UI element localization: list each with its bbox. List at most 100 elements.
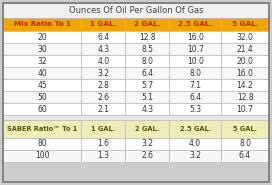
Bar <box>125 120 169 138</box>
Bar <box>82 79 125 91</box>
Bar <box>82 91 125 103</box>
Text: 5.3: 5.3 <box>189 105 201 114</box>
Bar <box>221 67 269 79</box>
Bar <box>3 120 82 138</box>
Text: 1.3: 1.3 <box>97 152 109 161</box>
Bar <box>221 103 269 115</box>
Text: 100: 100 <box>35 152 50 161</box>
Text: Ounces Of Oil Per Gallon Of Gas: Ounces Of Oil Per Gallon Of Gas <box>69 6 203 15</box>
Text: 6.4: 6.4 <box>189 92 201 102</box>
Bar <box>3 103 82 115</box>
Text: 3.2: 3.2 <box>189 152 201 161</box>
Text: 5.1: 5.1 <box>141 92 153 102</box>
Bar <box>3 79 82 91</box>
Text: 32: 32 <box>38 56 47 65</box>
Text: 21.4: 21.4 <box>237 45 254 53</box>
Bar <box>125 79 169 91</box>
Text: 30: 30 <box>37 45 47 53</box>
Text: 7.1: 7.1 <box>189 80 201 90</box>
Bar <box>221 55 269 67</box>
Bar <box>169 120 221 138</box>
Text: 4.0: 4.0 <box>189 139 201 149</box>
Bar <box>3 43 82 55</box>
Text: 32.0: 32.0 <box>237 33 254 41</box>
Text: 2 GAL.: 2 GAL. <box>134 21 160 28</box>
Bar <box>82 150 125 162</box>
Bar <box>169 150 221 162</box>
Bar <box>82 55 125 67</box>
Bar <box>125 150 169 162</box>
Text: 2 GAL.: 2 GAL. <box>135 126 159 132</box>
Text: 1.6: 1.6 <box>97 139 109 149</box>
Bar <box>82 67 125 79</box>
Text: 2.6: 2.6 <box>141 152 153 161</box>
Bar <box>221 120 269 138</box>
Text: 4.0: 4.0 <box>97 56 109 65</box>
Bar <box>3 115 269 120</box>
Bar <box>3 55 82 67</box>
Bar <box>221 150 269 162</box>
Text: Mix Ratio To 1: Mix Ratio To 1 <box>14 21 71 28</box>
Bar <box>3 138 82 150</box>
Bar <box>125 55 169 67</box>
Text: 20.0: 20.0 <box>237 56 254 65</box>
Bar <box>3 91 82 103</box>
Text: 2.5 GAL.: 2.5 GAL. <box>178 21 212 28</box>
Text: 12.8: 12.8 <box>237 92 254 102</box>
Text: 20: 20 <box>38 33 47 41</box>
Bar <box>169 55 221 67</box>
Text: 5.7: 5.7 <box>141 80 153 90</box>
Text: 4.3: 4.3 <box>97 45 109 53</box>
Text: 45: 45 <box>37 80 47 90</box>
Text: 6.4: 6.4 <box>97 33 109 41</box>
Bar <box>3 150 82 162</box>
Bar <box>169 18 221 31</box>
Bar <box>169 79 221 91</box>
Bar <box>82 43 125 55</box>
Bar <box>169 91 221 103</box>
Bar <box>125 31 169 43</box>
Bar <box>221 18 269 31</box>
Text: 5 GAL.: 5 GAL. <box>232 21 258 28</box>
Text: 8.0: 8.0 <box>239 139 251 149</box>
Bar <box>221 91 269 103</box>
Bar <box>82 18 125 31</box>
Text: 16.0: 16.0 <box>187 33 204 41</box>
Text: 8.0: 8.0 <box>189 68 201 78</box>
Text: 10.0: 10.0 <box>187 56 204 65</box>
Text: 3.2: 3.2 <box>141 139 153 149</box>
Bar <box>3 67 82 79</box>
Text: 14.2: 14.2 <box>237 80 254 90</box>
Bar <box>125 67 169 79</box>
Text: 4.3: 4.3 <box>141 105 153 114</box>
Text: 8.5: 8.5 <box>141 45 153 53</box>
Text: 12.8: 12.8 <box>139 33 156 41</box>
Bar <box>82 31 125 43</box>
Text: 1 GAL.: 1 GAL. <box>90 21 117 28</box>
Text: 5 GAL.: 5 GAL. <box>233 126 257 132</box>
Text: 16.0: 16.0 <box>237 68 254 78</box>
Text: 6.4: 6.4 <box>239 152 251 161</box>
Text: 2.6: 2.6 <box>97 92 109 102</box>
Bar <box>125 91 169 103</box>
Bar <box>169 138 221 150</box>
Bar <box>82 138 125 150</box>
Text: 10.7: 10.7 <box>187 45 204 53</box>
Bar <box>169 67 221 79</box>
Bar <box>3 18 82 31</box>
Bar <box>221 43 269 55</box>
Text: SABER Ratio™ To 1: SABER Ratio™ To 1 <box>7 126 78 132</box>
Text: 8.0: 8.0 <box>141 56 153 65</box>
Bar <box>169 31 221 43</box>
Bar <box>125 138 169 150</box>
Text: 3.2: 3.2 <box>97 68 109 78</box>
Text: 50: 50 <box>37 92 47 102</box>
Bar <box>82 120 125 138</box>
Bar <box>82 103 125 115</box>
Bar <box>221 79 269 91</box>
Text: 10.7: 10.7 <box>237 105 254 114</box>
Text: 6.4: 6.4 <box>141 68 153 78</box>
Bar <box>125 18 169 31</box>
Bar <box>169 43 221 55</box>
Bar <box>169 103 221 115</box>
